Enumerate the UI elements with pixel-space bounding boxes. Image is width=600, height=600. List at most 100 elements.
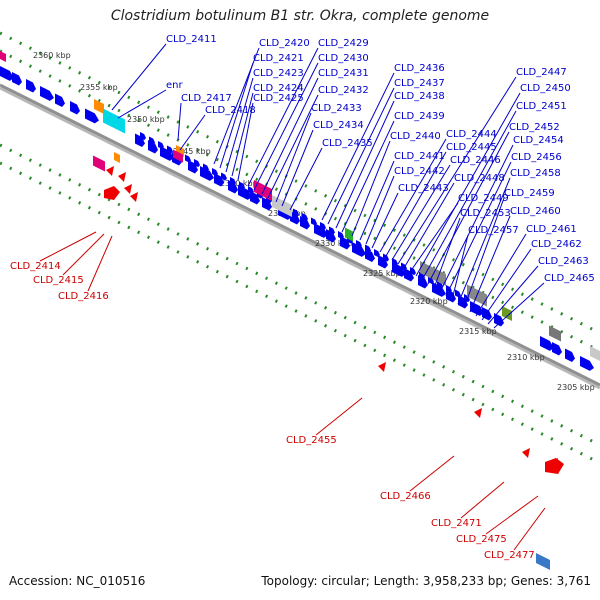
olive-feature (502, 306, 512, 321)
grey-feature (549, 325, 561, 342)
gene-label: CLD_2454 (513, 135, 564, 146)
forward-gene-arrow (135, 133, 145, 147)
forward-gene-arrow (404, 268, 414, 282)
gene-label: CLD_2424 (253, 83, 304, 94)
accession-text: Accession: NC_010516 (9, 574, 146, 588)
gene-label: CLD_2431 (318, 68, 369, 79)
gene-label: CLD_2411 (166, 34, 217, 45)
gene-label: CLD_2418 (205, 105, 256, 116)
forward-gene-arrow (214, 173, 224, 187)
leader-line (219, 62, 254, 169)
gene-label: CLD_2441 (394, 151, 445, 162)
tick-track-inner-upper (0, 49, 600, 353)
gene-label: CLD_2463 (538, 256, 589, 267)
leader-line (39, 231, 97, 262)
gene-label: CLD_2457 (468, 225, 519, 236)
leader-line (409, 202, 459, 273)
leader-line (289, 147, 323, 211)
leader-line (275, 112, 312, 203)
forward-gene-arrow (565, 348, 575, 362)
tick-label: 2320 kbp (410, 297, 448, 306)
gene-label: CLD_2421 (253, 53, 304, 64)
gene-label: CLD_2433 (311, 103, 362, 114)
gene-label: CLD_2417 (181, 93, 232, 104)
gene-label: CLD_2437 (394, 78, 445, 89)
leader-line (179, 114, 206, 151)
forward-gene-arrow (338, 231, 344, 240)
forward-gene-arrow (55, 93, 65, 107)
gene-label: CLD_2439 (394, 111, 445, 122)
leader-line (117, 89, 167, 119)
tick-track-inner-lower (0, 143, 600, 447)
leader-line (225, 77, 254, 173)
gene-label: CLD_2420 (259, 38, 310, 49)
tick-label: 2340 kbp (220, 179, 258, 188)
forward-gene-arrow (401, 262, 407, 271)
forward-gene-arrow (70, 101, 80, 115)
forward-gene-arrow (329, 226, 335, 235)
forward-gene-arrow (365, 244, 371, 253)
forward-gene-arrow (300, 216, 310, 230)
gene-label: enr (166, 80, 183, 91)
leader-line (335, 100, 395, 229)
leader-line (62, 233, 105, 276)
gene-label: CLD_2448 (454, 173, 505, 184)
forward-gene-arrow (167, 145, 173, 154)
gene-label: CLD_2429 (318, 38, 369, 49)
leader-line (351, 140, 391, 237)
leader-line (315, 397, 363, 436)
blue-feature (536, 553, 550, 570)
forward-gene-arrow (221, 172, 227, 181)
tick-track-outer-lower (0, 161, 600, 465)
gene-label: CLD_2456 (511, 152, 562, 163)
gene-label: CLD_2416 (58, 291, 109, 302)
tick-label: 2355 kbp (80, 83, 118, 92)
leader-line (469, 215, 511, 313)
forward-gene-arrow (383, 253, 389, 262)
magenta-feature (173, 149, 183, 163)
gene-label: CLD_2436 (394, 63, 445, 74)
forward-gene-arrow (230, 177, 236, 186)
gene-label: CLD_2434 (313, 120, 364, 131)
tick-label: 2350 kbp (127, 115, 165, 124)
forward-gene-arrow (365, 248, 375, 262)
magenta-feature (93, 155, 105, 172)
leader-line (365, 175, 395, 245)
leader-line (463, 197, 505, 309)
gene-label: CLD_2414 (10, 261, 61, 272)
tick-label: 2345 kbp (173, 147, 211, 156)
green-feature (345, 227, 353, 242)
gene-label: CLD_2471 (431, 518, 482, 529)
leader-line (513, 507, 546, 551)
gene-label: CLD_2446 (450, 155, 501, 166)
forward-gene-arrow (374, 249, 380, 258)
forward-gene-arrow (85, 108, 99, 124)
gene-label: CLD_2440 (390, 131, 441, 142)
leader-line (231, 92, 254, 177)
tick-label: 2305 kbp (557, 383, 595, 392)
leader-line (397, 76, 517, 265)
leader-line (493, 282, 545, 329)
leader-line (247, 47, 319, 187)
leader-line (487, 265, 539, 325)
reverse-gene-arrow (106, 166, 114, 176)
leader-line (359, 160, 395, 241)
forward-gene-arrow (203, 163, 209, 172)
forward-gene-arrow (455, 289, 461, 298)
leader-line (177, 102, 182, 141)
grey-feature (420, 261, 446, 286)
leader-line (391, 164, 451, 261)
forward-gene-arrow (437, 280, 443, 289)
forward-gene-arrow (212, 168, 218, 177)
map-title: Clostridium botulinum B1 str. Okra, comp… (110, 8, 490, 24)
leader-line (327, 87, 395, 225)
reverse-gene-arrow (118, 172, 126, 182)
forward-gene-arrow (392, 258, 398, 267)
leader-line (475, 233, 527, 317)
orange-feature (114, 152, 120, 163)
magenta-feature (254, 180, 272, 201)
forward-gene-arrow (290, 211, 300, 225)
reverse-gene-arrow (378, 362, 386, 372)
forward-gene-arrow (314, 223, 328, 238)
gene-label: CLD_2465 (544, 273, 595, 284)
